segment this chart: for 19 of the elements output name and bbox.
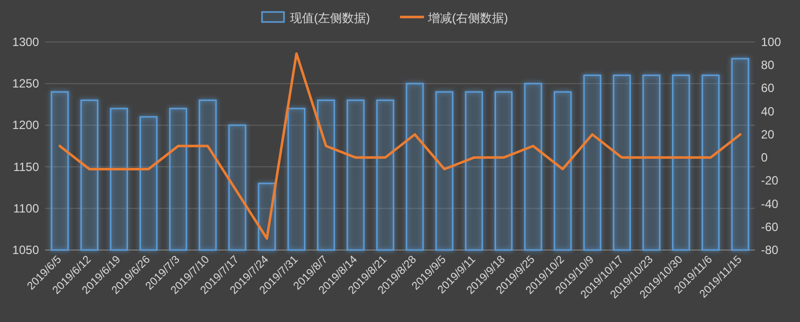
y2-tick-label: 40 [761, 104, 775, 118]
y2-tick-label: 0 [761, 150, 768, 165]
y-tick-label: 1200 [12, 118, 40, 132]
y2-tick-label: 80 [761, 58, 775, 72]
y-tick-label: 1250 [12, 76, 40, 91]
y2-tick-label: -60 [761, 220, 779, 234]
y-tick-label: 1050 [12, 243, 40, 257]
y2-tick-label: -40 [761, 196, 779, 211]
legend-label: 增减(右侧数据) [427, 11, 508, 25]
legend-label: 现值(左侧数据) [290, 11, 370, 25]
y-tick-label: 1150 [13, 160, 40, 174]
y2-tick-label: -80 [761, 243, 779, 257]
y2-tick-label: 100 [761, 35, 782, 49]
y2-tick-label: 60 [761, 81, 775, 96]
y-tick-label: 1300 [12, 35, 40, 49]
y-tick-label: 1100 [13, 201, 40, 216]
y2-tick-label: -20 [761, 174, 779, 188]
line-series [58, 52, 742, 240]
y2-tick-label: 20 [761, 127, 775, 142]
